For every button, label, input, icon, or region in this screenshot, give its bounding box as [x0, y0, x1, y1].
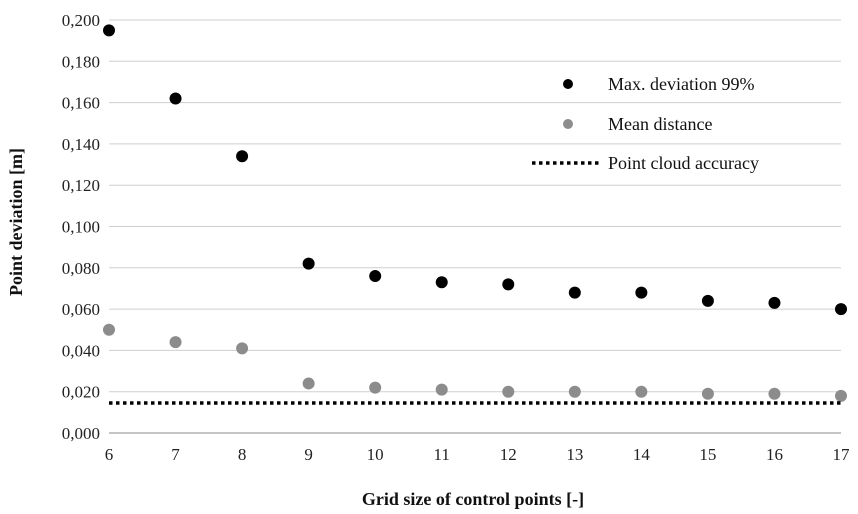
data-point-max-deviation-99: [236, 150, 249, 163]
legend-label-point-cloud-accuracy: Point cloud accuracy: [608, 153, 759, 173]
x-tick-label: 13: [566, 445, 583, 464]
gridlines: [109, 19, 841, 393]
x-tick-label: 17: [833, 445, 851, 464]
y-tick-label: 0,140: [62, 135, 100, 154]
data-point-mean-distance: [103, 323, 115, 336]
legend: Max. deviation 99% Mean distance Point c…: [532, 74, 759, 173]
x-tick-label: 14: [633, 445, 651, 464]
data-series: [103, 24, 847, 405]
data-point-mean-distance: [435, 383, 448, 396]
data-point-mean-distance: [236, 342, 249, 355]
x-tick-label: 7: [171, 445, 180, 464]
x-tick-label: 8: [238, 445, 247, 464]
legend-label-mean-distance: Mean distance: [608, 114, 712, 134]
data-point-max-deviation-99: [768, 296, 781, 309]
data-point-max-deviation-99: [835, 303, 847, 316]
data-point-mean-distance: [768, 387, 781, 400]
legend-marker-mean-distance: [563, 119, 573, 129]
legend-label-max-deviation: Max. deviation 99%: [608, 74, 754, 94]
y-tick-label: 0,200: [62, 11, 100, 30]
legend-marker-max-deviation: [563, 79, 573, 89]
x-tick-label: 16: [766, 445, 783, 464]
y-tick-label: 0,020: [62, 383, 100, 402]
data-point-max-deviation-99: [302, 257, 315, 270]
data-point-max-deviation-99: [502, 278, 515, 291]
x-tick-label: 15: [699, 445, 716, 464]
y-tick-label: 0,160: [62, 94, 100, 113]
data-point-mean-distance: [169, 336, 182, 349]
data-point-max-deviation-99: [369, 270, 382, 283]
data-point-max-deviation-99: [435, 276, 448, 289]
x-tick-label: 10: [367, 445, 384, 464]
data-point-max-deviation-99: [103, 24, 115, 37]
data-point-max-deviation-99: [568, 286, 581, 299]
data-point-mean-distance: [369, 381, 382, 394]
y-tick-label: 0,180: [62, 52, 100, 71]
x-tick-label: 9: [304, 445, 313, 464]
data-point-mean-distance: [701, 387, 714, 400]
x-tick-label: 12: [500, 445, 517, 464]
y-tick-label: 0,040: [62, 341, 100, 360]
y-tick-label: 0,000: [62, 424, 100, 443]
data-point-mean-distance: [302, 377, 315, 390]
data-point-mean-distance: [568, 385, 581, 398]
y-tick-label: 0,060: [62, 300, 100, 319]
y-tick-label: 0,100: [62, 218, 100, 237]
data-point-max-deviation-99: [635, 286, 648, 299]
data-point-mean-distance: [835, 389, 847, 402]
data-point-max-deviation-99: [701, 294, 714, 307]
y-tick-label: 0,120: [62, 176, 100, 195]
x-axis-title: Grid size of control points [-]: [362, 489, 584, 509]
y-tick-labels: 0,000 0,020 0,040 0,060 0,080 0,100 0,120 0,140…: [62, 11, 100, 443]
x-tick-label: 11: [434, 445, 450, 464]
y-axis-title: Point deviation [m]: [6, 148, 26, 296]
data-point-mean-distance: [635, 385, 648, 398]
data-point-max-deviation-99: [169, 92, 182, 105]
y-tick-label: 0,080: [62, 259, 100, 278]
x-tick-label: 6: [105, 445, 114, 464]
x-tick-labels: 6 7 8 9 10 11 12 13 14 15 16 17: [105, 445, 850, 464]
data-point-mean-distance: [502, 385, 515, 398]
